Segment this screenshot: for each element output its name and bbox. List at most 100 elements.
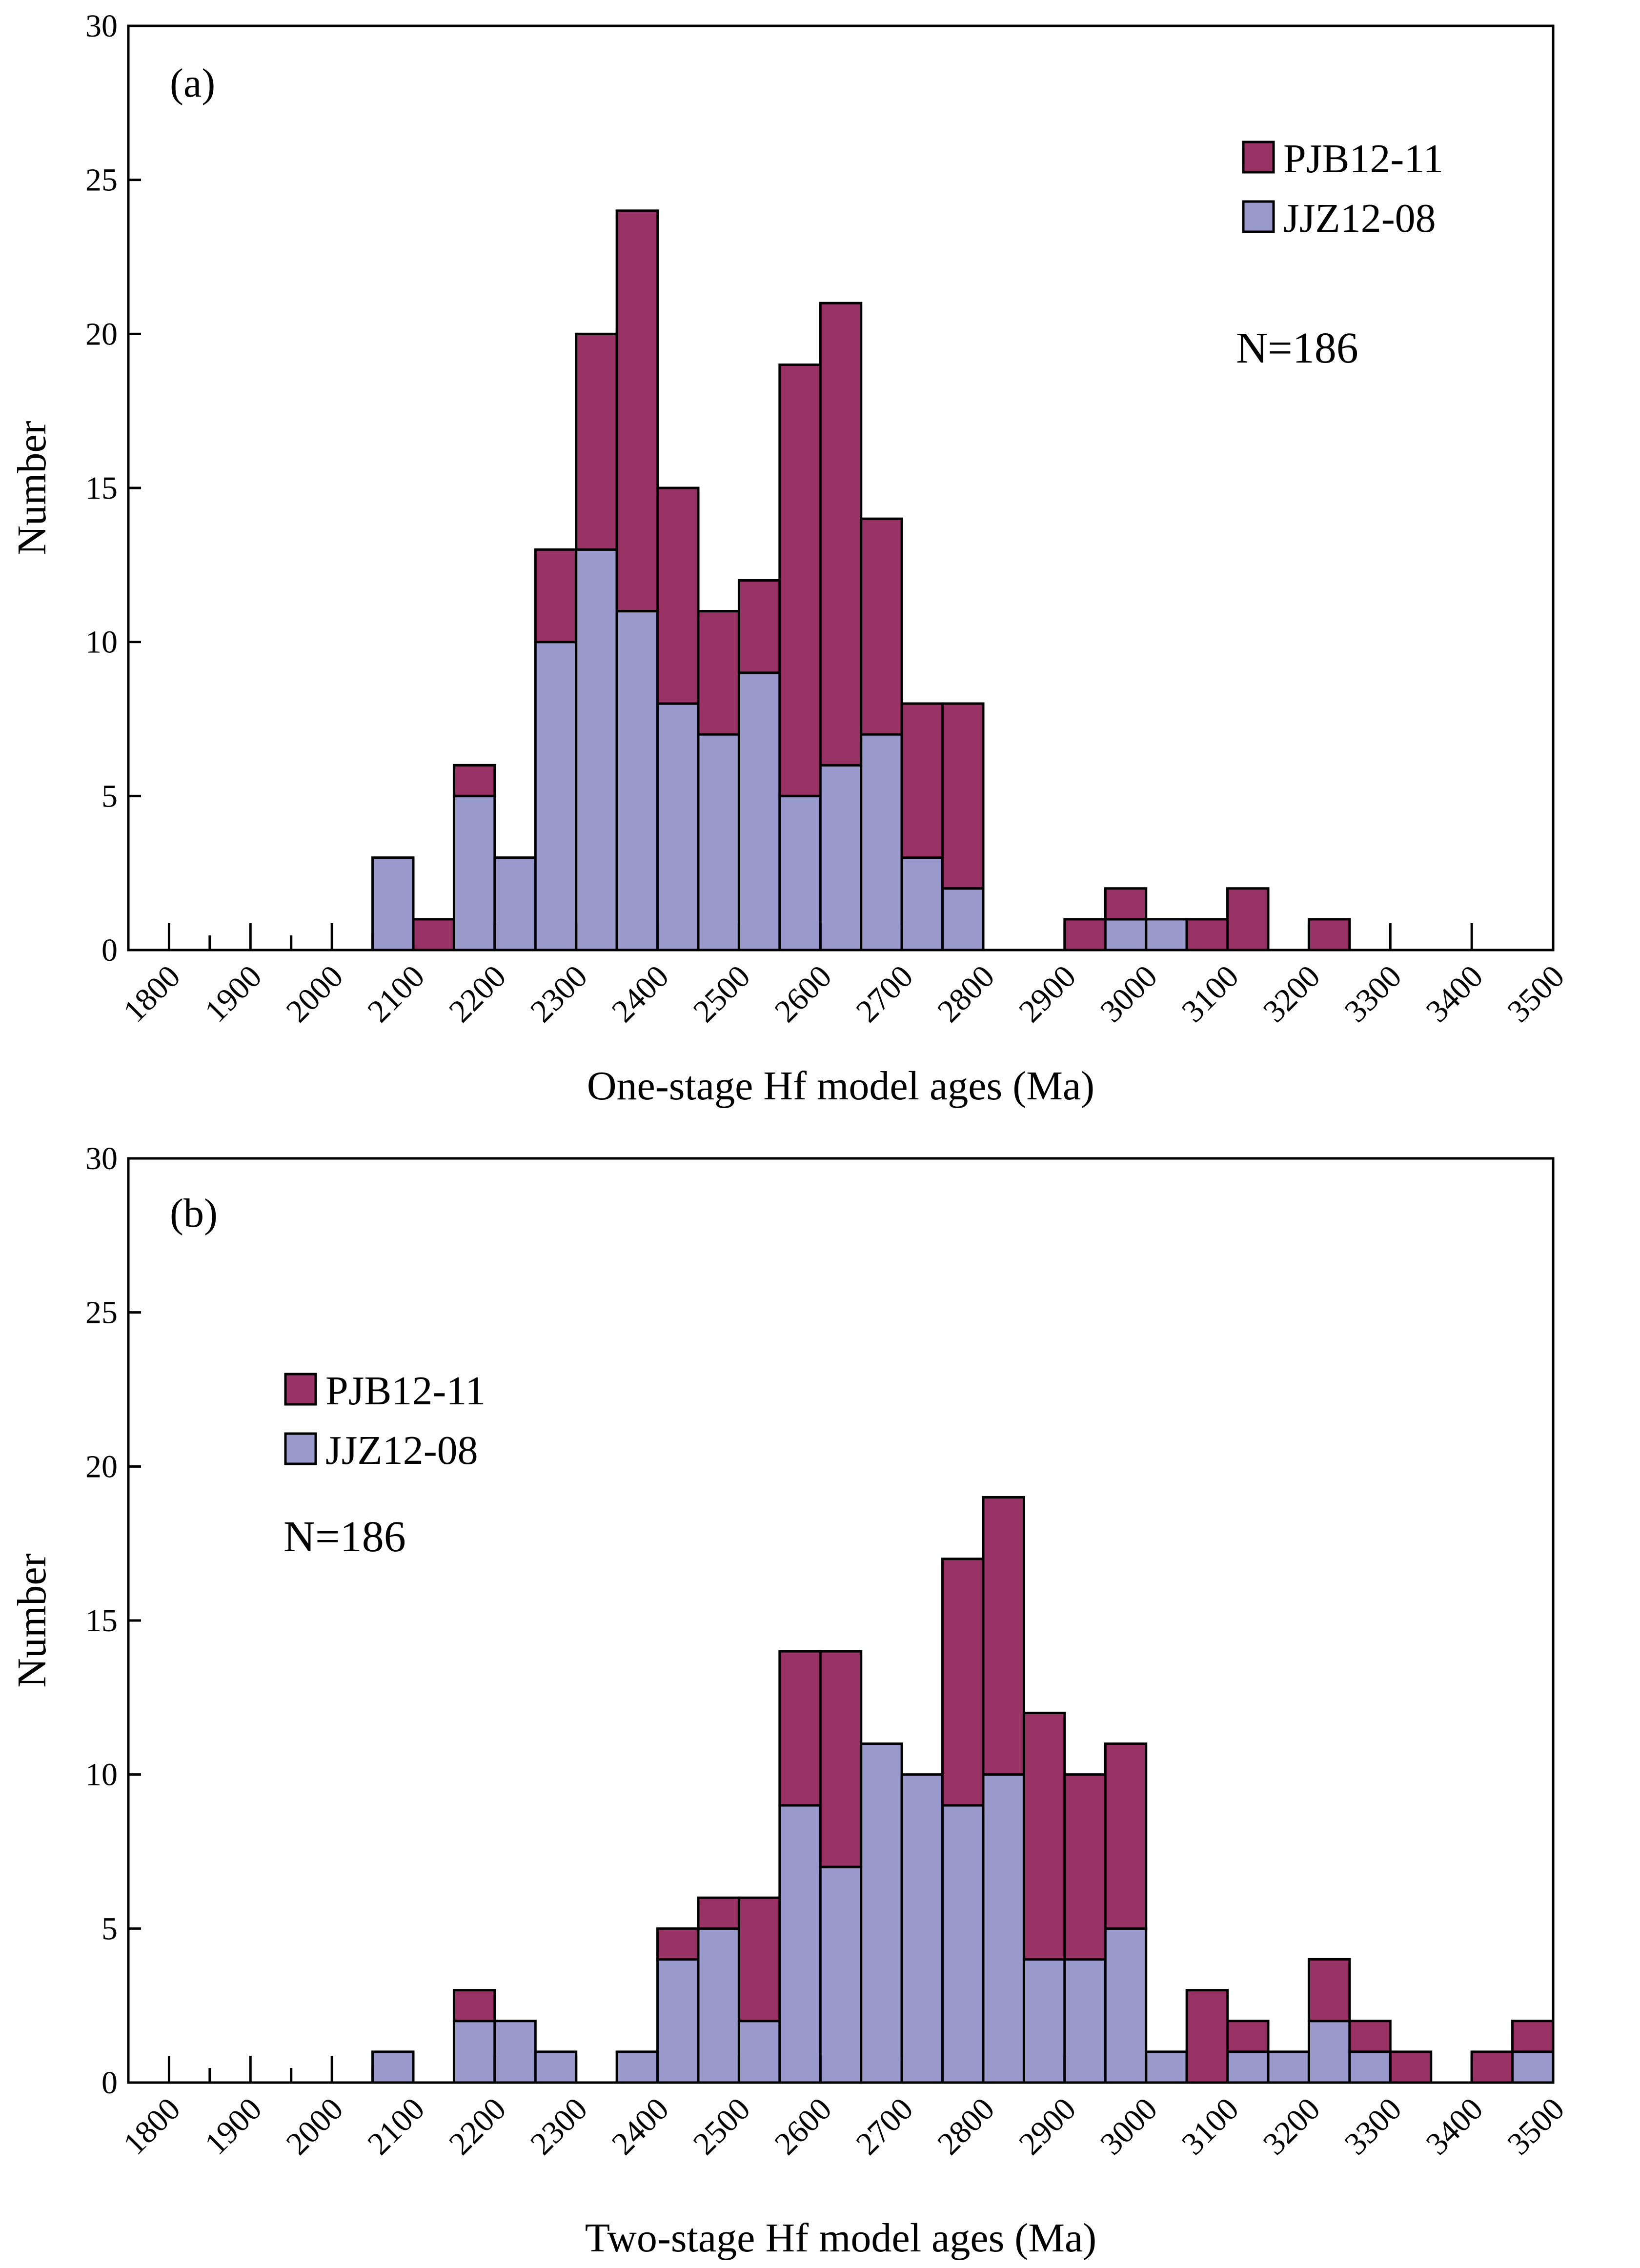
x-tick-label-2300: 2300: [524, 958, 594, 1029]
bars-b: [371, 1496, 1555, 2084]
y-tick-label-15: 15: [85, 470, 118, 506]
bar-pjb12-11-2400: [656, 1927, 700, 1961]
y-axis-b: 0 5 10 15 20 25 30: [85, 1141, 141, 2101]
bar-jjz12-08-2450: [697, 1927, 740, 2084]
bar-jjz12-08-2050: [371, 856, 415, 952]
bar-pjb12-11-3050: [1185, 1989, 1229, 2084]
y-tick-label-0: 0: [101, 932, 118, 968]
y-tick-label-5: 5: [101, 778, 118, 814]
chart-panel-b: 0 5 10 15 20 25 30 1800 1900 2000 2100 2200 2300 240…: [9, 1141, 1571, 2261]
x-tick-label-2800: 2800: [931, 2091, 1001, 2162]
bar-pjb12-11-2500: [737, 1896, 781, 2023]
bar-pjb12-11-2150: [452, 764, 496, 797]
bar-pjb12-11-2300: [575, 332, 618, 551]
bar-jjz12-08-2750: [941, 887, 985, 952]
bar-pjb12-11-2900: [1063, 1773, 1107, 1961]
y-axis-title-b: Number: [9, 1553, 55, 1687]
y-tick-label-10: 10: [85, 1757, 118, 1793]
bar-pjb12-11-3100: [1226, 887, 1270, 952]
bar-pjb12-11-2450: [697, 1896, 740, 1930]
x-tick-label-2700: 2700: [849, 2091, 920, 2162]
bar-pjb12-11-3100: [1226, 2020, 1270, 2053]
x-tick-label-2100: 2100: [361, 958, 431, 1029]
bar-jjz12-08-2800: [982, 1773, 1025, 2084]
bar-pjb12-11-2600: [819, 302, 863, 767]
legend-label-pjb12-11: PJB12-11: [1283, 136, 1443, 182]
legend-a: PJB12-11 JJZ12-08: [1242, 136, 1443, 241]
bar-jjz12-08-2600: [819, 1865, 863, 2084]
panel-label-a: (a): [170, 61, 215, 106]
y-tick-label-15: 15: [85, 1603, 118, 1639]
x-tick-label-3100: 3100: [1175, 2091, 1246, 2162]
bar-jjz12-08-2950: [1104, 918, 1148, 952]
bar-pjb12-11-2900: [1063, 918, 1107, 952]
bar-jjz12-08-2650: [860, 733, 903, 952]
bar-pjb12-11-2350: [615, 209, 659, 613]
bar-jjz12-08-2150: [452, 2020, 496, 2084]
bar-jjz12-08-2350: [615, 610, 659, 952]
x-tick-label-1900: 1900: [198, 958, 269, 1029]
x-tick-label-3400: 3400: [1419, 2091, 1490, 2162]
bar-jjz12-08-3150: [1267, 2050, 1310, 2084]
bar-jjz12-08-2650: [860, 1742, 903, 2084]
x-tick-label-2200: 2200: [442, 958, 513, 1029]
y-tick-label-25: 25: [85, 1295, 118, 1331]
x-tick-label-3300: 3300: [1338, 2091, 1409, 2162]
bar-pjb12-11-3050: [1185, 918, 1229, 952]
legend-b: PJB12-11 JJZ12-08: [284, 1368, 486, 1473]
x-tick-label-2700: 2700: [849, 958, 920, 1029]
legend-swatch-pjb12-11: [1242, 141, 1275, 174]
panel-label-b: (b): [170, 1191, 218, 1236]
x-tick-label-2900: 2900: [1012, 2091, 1083, 2162]
x-tick-label-3300: 3300: [1338, 958, 1409, 1029]
legend-label-jjz12-08: JJZ12-08: [325, 1428, 478, 1473]
bar-jjz12-08-2700: [900, 856, 944, 952]
bar-pjb12-11-2700: [900, 702, 944, 859]
bar-jjz12-08-2900: [1063, 1958, 1107, 2084]
bar-jjz12-08-2400: [656, 1958, 700, 2084]
x-tick-label-3400: 3400: [1419, 958, 1490, 1029]
legend-swatch-jjz12-08: [284, 1432, 317, 1465]
y-tick-label-20: 20: [85, 316, 118, 352]
bar-jjz12-08-2550: [778, 1804, 822, 2084]
x-axis-title-b: Two-stage Hf model ages (Ma): [585, 2215, 1096, 2261]
bar-pjb12-11-3200: [1307, 1958, 1351, 2023]
bar-pjb12-11-2550: [778, 363, 822, 797]
bar-pjb12-11-3300: [1389, 2050, 1433, 2084]
legend-swatch-jjz12-08: [1242, 200, 1275, 233]
x-tick-label-3000: 3000: [1093, 958, 1164, 1029]
legend-label-pjb12-11: PJB12-11: [325, 1368, 486, 1414]
bar-jjz12-08-2550: [778, 794, 822, 952]
bar-jjz12-08-3000: [1145, 2050, 1188, 2084]
x-tick-label-2400: 2400: [605, 958, 676, 1029]
bar-jjz12-08-2300: [575, 548, 618, 952]
chart-panel-a: 0 5 10 15 20 25 30 1800 1900 2000 2100 2200 2300 240…: [9, 8, 1571, 1109]
bar-jjz12-08-2450: [697, 733, 740, 952]
x-tick-label-2000: 2000: [279, 958, 350, 1029]
bar-jjz12-08-2350: [615, 2050, 659, 2084]
bar-jjz12-08-2200: [493, 856, 537, 952]
bar-pjb12-11-2650: [860, 517, 903, 736]
x-tick-label-2500: 2500: [687, 958, 757, 1029]
x-tick-label-3200: 3200: [1256, 2091, 1327, 2162]
x-tick-label-2000: 2000: [279, 2091, 350, 2162]
bar-pjb12-11-2950: [1104, 1742, 1148, 1930]
bar-jjz12-08-2500: [737, 671, 781, 952]
bar-jjz12-08-3200: [1307, 2020, 1351, 2084]
legend-label-jjz12-08: JJZ12-08: [1283, 196, 1436, 241]
x-tick-label-2900: 2900: [1012, 958, 1083, 1029]
bar-pjb12-11-3250: [1348, 2020, 1392, 2053]
x-tick-label-2500: 2500: [687, 2091, 757, 2162]
y-axis-title-a: Number: [9, 421, 55, 555]
bar-pjb12-11-2750: [941, 702, 985, 890]
x-tick-label-2100: 2100: [361, 2091, 431, 2162]
y-tick-label-25: 25: [85, 162, 118, 198]
x-tick-label-2200: 2200: [442, 2091, 513, 2162]
bar-jjz12-08-2050: [371, 2050, 415, 2084]
bar-pjb12-11-2850: [1022, 1711, 1066, 1961]
bar-jjz12-08-2850: [1022, 1958, 1066, 2084]
x-tick-label-2800: 2800: [931, 958, 1001, 1029]
x-tick-label-2600: 2600: [768, 2091, 839, 2162]
bar-jjz12-08-2250: [534, 641, 578, 952]
bar-pjb12-11-2450: [697, 610, 740, 736]
